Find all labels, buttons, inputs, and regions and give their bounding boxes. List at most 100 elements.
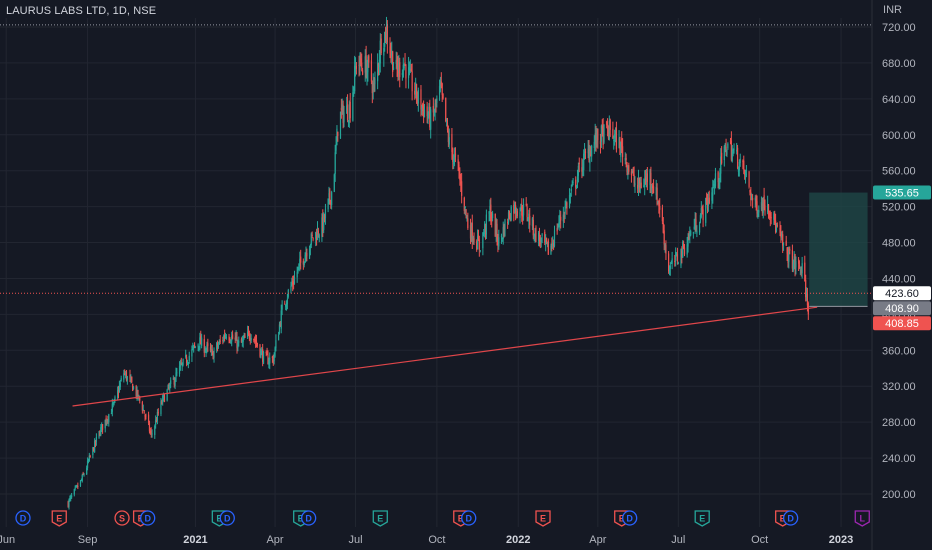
candle-body — [484, 225, 487, 232]
candle-body — [454, 153, 457, 157]
candle-body — [644, 178, 646, 188]
candle-body — [244, 335, 246, 338]
y-tick-label: 640.00 — [882, 94, 916, 106]
candle-body — [87, 460, 90, 462]
candle-body — [630, 171, 633, 176]
event-dividend-icon[interactable] — [219, 510, 235, 526]
candle-body — [384, 27, 387, 41]
event-earnings-icon[interactable] — [51, 510, 67, 527]
candle-body — [312, 237, 314, 240]
candle-body — [791, 250, 794, 269]
candle-body — [736, 149, 738, 152]
candle-body — [349, 101, 351, 119]
candle-body — [714, 173, 717, 187]
candle-body — [132, 386, 135, 390]
candle-body — [324, 209, 327, 219]
y-tick-label: 280.00 — [882, 417, 916, 429]
candle-body — [429, 107, 431, 128]
event-upcoming-icon[interactable] — [854, 510, 870, 527]
candle-body — [173, 378, 175, 385]
candle-body — [229, 338, 231, 342]
candle-body — [216, 343, 218, 350]
event-dividend-icon[interactable] — [461, 510, 477, 526]
candle-body — [705, 197, 707, 223]
candle-body — [804, 262, 806, 281]
candle-body — [241, 339, 243, 343]
event-dividend-icon[interactable] — [782, 510, 799, 526]
candle-body — [731, 151, 733, 162]
candle-body — [292, 280, 294, 285]
candle-body — [572, 181, 574, 183]
candle-body — [537, 232, 540, 241]
candle-body — [471, 222, 473, 242]
candle-body — [89, 456, 91, 458]
candle-body — [488, 211, 490, 214]
candle-body — [329, 191, 331, 201]
candle-body — [386, 24, 388, 43]
candle-body — [552, 242, 554, 247]
candle-body — [768, 213, 771, 215]
candle-body — [318, 234, 320, 239]
candle-body — [727, 143, 729, 149]
candle-body — [498, 237, 500, 247]
candle-body — [364, 56, 366, 73]
event-split-icon[interactable] — [114, 510, 130, 526]
candle-body — [496, 223, 498, 240]
candle-body — [620, 141, 622, 157]
candle-body — [514, 204, 517, 214]
candle-body — [308, 248, 311, 259]
candle-body — [267, 354, 269, 365]
candle-body — [748, 171, 750, 187]
candle-body — [297, 266, 299, 272]
candle-body — [652, 186, 655, 194]
candle-body — [683, 247, 686, 255]
candle-body — [119, 382, 121, 388]
candle-body — [652, 185, 654, 189]
x-tick-label: Jun — [0, 534, 15, 546]
event-dividend-icon[interactable] — [15, 510, 31, 526]
candle-body — [544, 231, 546, 243]
candle-body — [106, 420, 108, 424]
candle-body — [490, 204, 492, 222]
event-dividend-icon[interactable] — [140, 510, 156, 526]
event-dividend-icon[interactable] — [622, 510, 638, 526]
candle-body — [448, 137, 450, 145]
candle-body — [516, 211, 518, 217]
candle-body — [415, 82, 417, 94]
candle-body — [687, 236, 689, 247]
candle-body — [674, 260, 676, 262]
candle-body — [73, 489, 75, 495]
y-tick-label: 440.00 — [882, 273, 916, 285]
candle-body — [230, 341, 232, 343]
candle-body — [365, 55, 367, 78]
candle-body — [303, 261, 305, 266]
candle-body — [775, 220, 777, 233]
candle-body — [150, 430, 152, 434]
event-earnings-icon[interactable] — [372, 510, 388, 527]
candle-body — [361, 62, 363, 68]
event-earnings-icon[interactable] — [535, 510, 551, 527]
candle-body — [760, 202, 763, 210]
candle-body — [707, 199, 709, 206]
event-dividend-icon[interactable] — [300, 510, 317, 526]
candle-body — [767, 204, 769, 213]
event-earnings-icon[interactable] — [694, 510, 710, 527]
candle-body — [720, 156, 722, 174]
event-letter: E — [216, 514, 222, 524]
candle-body — [94, 440, 97, 444]
event-letter: E — [458, 514, 464, 524]
candle-body — [421, 105, 423, 112]
candle-body — [701, 207, 703, 209]
candle-body — [751, 196, 753, 198]
candle-body — [736, 147, 739, 169]
candle-body — [222, 340, 224, 342]
candle-body — [780, 231, 782, 238]
y-tick-label: 200.00 — [882, 489, 916, 501]
candle-body — [256, 343, 258, 347]
candle-body — [786, 247, 788, 254]
candle-body — [384, 32, 386, 47]
price-label-text: 408.85 — [885, 318, 919, 330]
candle-body — [333, 174, 335, 192]
